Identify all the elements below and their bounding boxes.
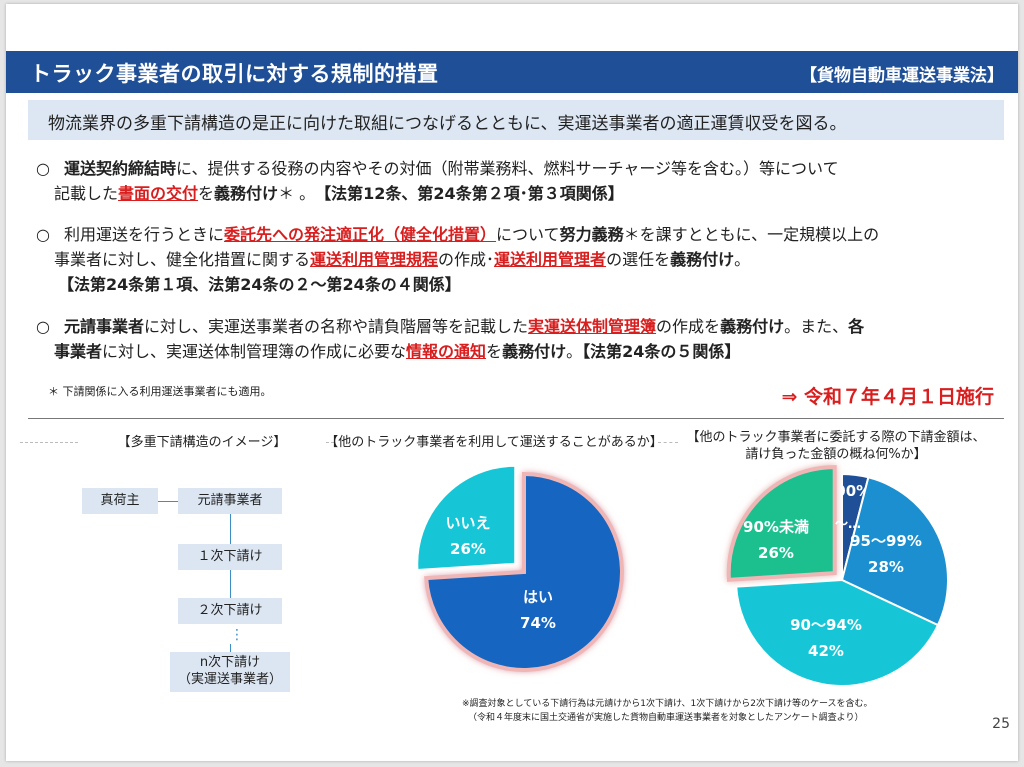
pie2-slice <box>726 465 837 582</box>
bold-term: 義務付け <box>670 250 735 269</box>
text-run: 。 <box>566 342 583 361</box>
footnote-line2: （令和４年度末に国土交通省が実施した貨物自動車運送事業者を対象としたアンケート調… <box>468 713 864 723</box>
text-run: を <box>198 184 215 203</box>
enactment-date: ⇒ 令和７年４月１日施行 <box>781 386 994 408</box>
dashed-divider <box>658 442 678 443</box>
bold-term: 【法第24条の５関係】 <box>582 342 741 361</box>
pie2-title-line1: 【他のトラック事業者に委託する際の下請金額は、 <box>686 430 986 445</box>
item-2-bullet: ○ <box>36 225 50 244</box>
connector <box>158 501 178 502</box>
pie2-slice-label: 90%未満 <box>743 518 809 536</box>
item-3-line2: 事業者に対し、実運送体制管理簿の作成に必要な情報の通知を義務付け。【法第24条の… <box>54 342 740 361</box>
bold-term: 義務付け <box>502 342 567 361</box>
divider <box>28 418 1004 419</box>
text-run: 記載した <box>54 184 119 203</box>
pie2-title: 【他のトラック事業者に委託する際の下請金額は、 請け負った金額の概ね何%か】 <box>666 429 1006 463</box>
text-run: について <box>496 225 560 244</box>
highlight-term: 運送利用管理者 <box>494 250 607 269</box>
text-run: ＊を課すとともに、一定規模以上の <box>623 225 880 244</box>
text-run: を <box>486 342 503 361</box>
text-run: の作成を <box>656 317 721 336</box>
dashed-divider <box>326 442 334 443</box>
item-3-bullet: ○ <box>36 317 50 336</box>
pie1-slice-value: 74% <box>520 614 556 632</box>
item-3-line1: 元請事業者に対し、実運送事業者の名称や請負階層等を記載した実運送体制管理簿の作成… <box>64 317 864 336</box>
page-title: トラック事業者の取引に対する規制的措置 <box>30 62 439 86</box>
law-label: 【貨物自動車運送事業法】 <box>800 66 1004 86</box>
item-2-line3: 【法第24条第１項、法第24条の２～第24条の４関係】 <box>58 275 461 294</box>
item-1-line2: 記載した書面の交付を義務付け＊ 。 【法第12条、第24条第２項･第３項関係】 <box>54 184 624 203</box>
asterisk-note: ＊ 下請関係に入る利用運送事業者にも適用。 <box>48 385 272 398</box>
highlight-term: 運送利用管理規程 <box>310 250 439 269</box>
dashed-divider <box>20 442 78 443</box>
bold-term: 努力義務 <box>559 225 624 244</box>
bold-term: 義務付け <box>214 184 279 203</box>
item-1-line1: 運送契約締結時に、提供する役務の内容やその対価（附帯業務料、燃料サーチャージ等を… <box>64 159 839 178</box>
pie1-slice <box>416 464 517 571</box>
item-2-line2: 事業者に対し、健全化措置に関する運送利用管理規程の作成･運送利用管理者の選任を義… <box>54 250 750 269</box>
bold-term: 事業者 <box>54 342 103 361</box>
purpose-text: 物流業界の多重下請構造の是正に向けた取組につなげるとともに、実運送事業者の適正運… <box>48 114 847 134</box>
footnote: ※調査対象としている下請行為は元請けから1次下請け、1次下請けから2次下請け等の… <box>462 697 873 725</box>
page-number: 25 <box>992 716 1010 732</box>
pie2-slice-value: 26% <box>758 544 794 562</box>
text-run: の選任を <box>606 250 671 269</box>
pie1-slice-value: 26% <box>450 540 486 558</box>
connector <box>230 514 231 544</box>
subn-label: n次下請け <box>199 655 261 670</box>
sub2-box: ２次下請け <box>178 598 282 624</box>
slide: トラック事業者の取引に対する規制的措置 【貨物自動車運送事業法】 物流業界の多重… <box>6 4 1018 761</box>
subn-sublabel: （実運送事業者） <box>177 672 282 687</box>
item-2-line1: 利用運送を行うときに委託先への発注適正化（健全化措置）について努力義務＊を課すと… <box>64 225 879 244</box>
title-bar: トラック事業者の取引に対する規制的措置 【貨物自動車運送事業法】 <box>6 51 1018 93</box>
pie1-title: 【他のトラック事業者を利用して運送することがあるか】 <box>325 435 663 450</box>
pie1-slice-label: はい <box>523 588 553 606</box>
highlight-term: 実運送体制管理簿 <box>528 317 657 336</box>
bold-term: 元請事業者 <box>64 317 145 336</box>
pie2-ellipsis-label: ～… <box>835 517 861 532</box>
highlight-term: 委託先への発注適正化（健全化措置） <box>224 225 497 244</box>
bold-term: 運送契約締結時 <box>64 159 177 178</box>
item-1-bullet: ○ <box>36 159 50 178</box>
bold-term: 【法第24条第１項、法第24条の２～第24条の４関係】 <box>58 275 461 294</box>
bold-term: 【法第12条、第24条第２項･第３項関係】 <box>323 184 624 203</box>
item-3: ○ 元請事業者に対し、実運送事業者の名称や請負階層等を記載した実運送体制管理簿の作… <box>36 314 994 364</box>
item-2: ○ 利用運送を行うときに委託先への発注適正化（健全化措置）について努力義務＊を課す… <box>36 222 994 297</box>
bold-term: 各 <box>848 317 865 336</box>
pie1-slice <box>424 471 624 672</box>
text-run: 。また、 <box>784 317 849 336</box>
text-run: に対し、実運送事業者の名称や請負階層等を記載した <box>144 317 529 336</box>
pie2-slice-value: 42% <box>808 642 844 660</box>
bold-term: 義務付け <box>720 317 785 336</box>
text-run: 利用運送を行うときに <box>64 225 225 244</box>
pie2-slice-value: 28% <box>868 558 904 576</box>
sub1-box: １次下請け <box>178 544 282 570</box>
prime-contractor-box: 元請事業者 <box>178 488 282 514</box>
text-run: ＊ 。 <box>278 184 324 203</box>
text-run: に、提供する役務の内容やその対価（附帯業務料、燃料サーチャージ等を含む。）等につ… <box>176 159 839 178</box>
pie2-title-line2: 請け負った金額の概ね何%か】 <box>745 447 927 462</box>
highlight-term: 情報の通知 <box>406 342 487 361</box>
text-run: 事業者に対し、健全化措置に関する <box>54 250 311 269</box>
pie2-slice <box>735 578 940 687</box>
connector <box>230 644 231 652</box>
pie2-slice-label: 90～94% <box>790 616 862 634</box>
pie-chart-subcontracting: はい74%いいえ26%100%95～99%28%90～94%42%90%未満26… <box>416 464 949 687</box>
structure-title: 【多重下請構造のイメージ】 <box>117 435 287 450</box>
item-1: ○ 運送契約締結時に、提供する役務の内容やその対価（附帯業務料、燃料サーチャージ等… <box>36 156 994 206</box>
text-run: に対し、実運送体制管理簿の作成に必要な <box>102 342 407 361</box>
pie1-slice-label: いいえ <box>445 514 490 532</box>
footnote-line1: ※調査対象としている下請行為は元請けから1次下請け、1次下請けから2次下請け等の… <box>462 699 873 709</box>
subn-box: n次下請け （実運送事業者） <box>170 652 290 692</box>
text-run: 。 <box>734 250 751 269</box>
shipper-box: 真荷主 <box>82 488 158 514</box>
highlight-term: 書面の交付 <box>118 184 199 203</box>
connector <box>230 570 231 598</box>
purpose-box: 物流業界の多重下請構造の是正に向けた取組につなげるとともに、実運送事業者の適正運… <box>28 100 1004 140</box>
pie2-slice-label: 95～99% <box>850 532 922 550</box>
pie2-slice <box>840 476 949 627</box>
text-run: の作成･ <box>438 250 495 269</box>
